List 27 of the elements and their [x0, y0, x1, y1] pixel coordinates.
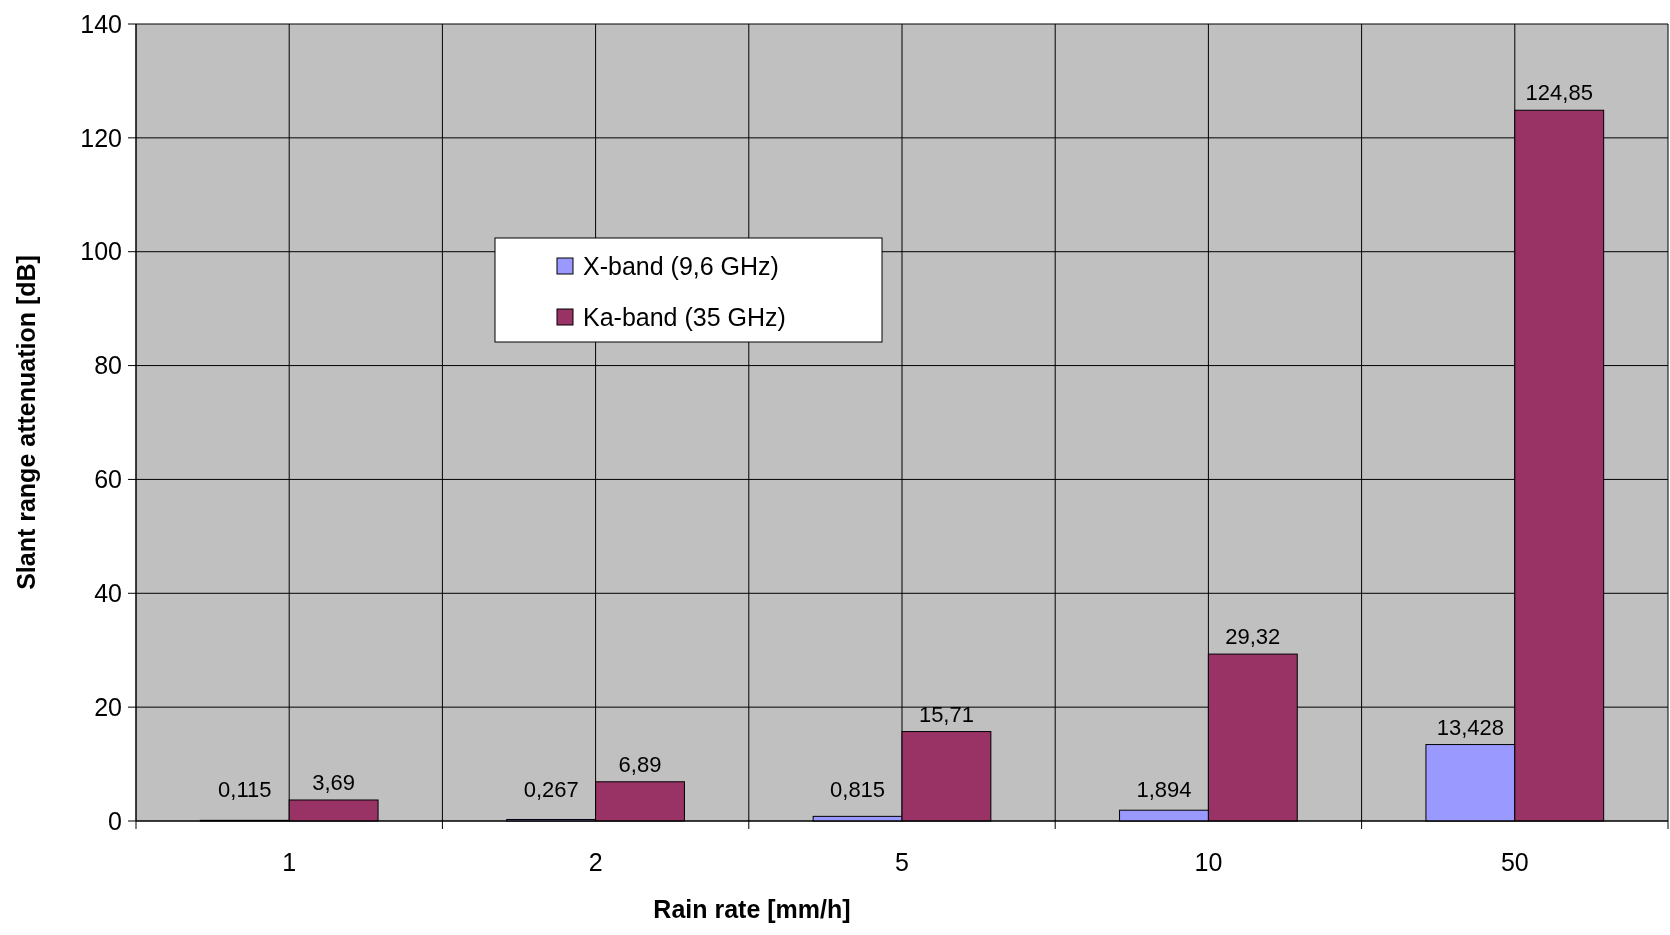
y-tick-label: 120 [80, 123, 122, 152]
data-label: 0,267 [523, 777, 579, 802]
x-tick-label: 2 [588, 848, 603, 876]
y-tick-label: 100 [80, 237, 122, 266]
x-axis-title: Rain rate [mm/h] [653, 895, 851, 923]
y-tick-label: 140 [80, 9, 122, 38]
x-tick-label: 10 [1194, 848, 1223, 876]
data-label: 0,815 [830, 777, 886, 802]
data-label: 29,32 [1225, 624, 1281, 650]
legend-label: X-band (9,6 GHz) [583, 251, 779, 280]
y-tick-label: 80 [94, 351, 122, 380]
data-label: 0,115 [218, 777, 272, 802]
data-label: 3,69 [312, 769, 356, 795]
y-tick-label: 40 [94, 579, 122, 608]
data-label: 1,894 [1136, 777, 1192, 802]
y-tick-label: 20 [94, 692, 122, 721]
x-tick-label: 50 [1500, 848, 1529, 876]
x-tick-label: 1 [282, 848, 297, 876]
data-label: 15,71 [918, 701, 974, 727]
legend-label: Ka-band (35 GHz) [583, 302, 786, 331]
data-label: 13,428 [1436, 714, 1505, 740]
x-tick-label: 5 [895, 848, 909, 876]
y-tick-label: 0 [108, 806, 122, 835]
y-tick-label: 60 [94, 465, 122, 494]
data-label: 124,85 [1525, 80, 1593, 106]
y-axis-title: Slant range attenuation [dB] [12, 255, 40, 590]
data-label: 6,89 [618, 751, 662, 777]
